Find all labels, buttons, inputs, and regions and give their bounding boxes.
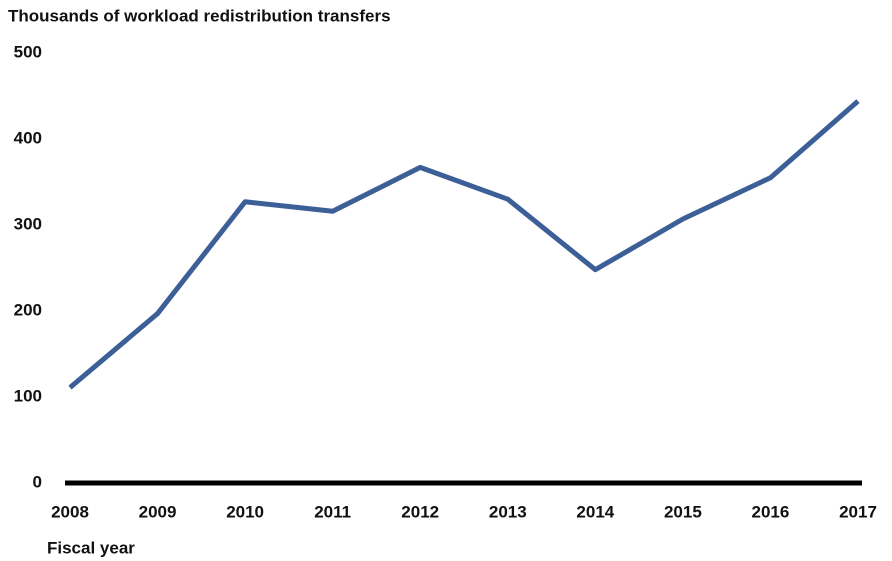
y-tick-label: 100: [14, 386, 42, 405]
y-tick-label: 0: [33, 472, 42, 491]
y-tick-label: 200: [14, 300, 42, 319]
x-tick-label: 2015: [664, 502, 702, 521]
x-tick-label: 2011: [314, 502, 351, 521]
y-tick-label: 300: [14, 214, 42, 233]
x-tick-label: 2016: [752, 502, 790, 521]
x-tick-label: 2008: [51, 502, 89, 521]
y-tick-label: 500: [14, 42, 42, 61]
x-tick-label: 2014: [576, 502, 614, 521]
x-tick-label: 2009: [139, 502, 177, 521]
x-axis-label: Fiscal year: [47, 538, 135, 557]
chart-title: Thousands of workload redistribution tra…: [8, 6, 391, 25]
x-tick-label: 2012: [401, 502, 439, 521]
x-tick-label: 2010: [226, 502, 264, 521]
data-line: [68, 99, 860, 390]
x-tick-label: 2013: [489, 502, 527, 521]
x-tick-label: 2017: [839, 502, 877, 521]
y-tick-label: 400: [14, 128, 42, 147]
